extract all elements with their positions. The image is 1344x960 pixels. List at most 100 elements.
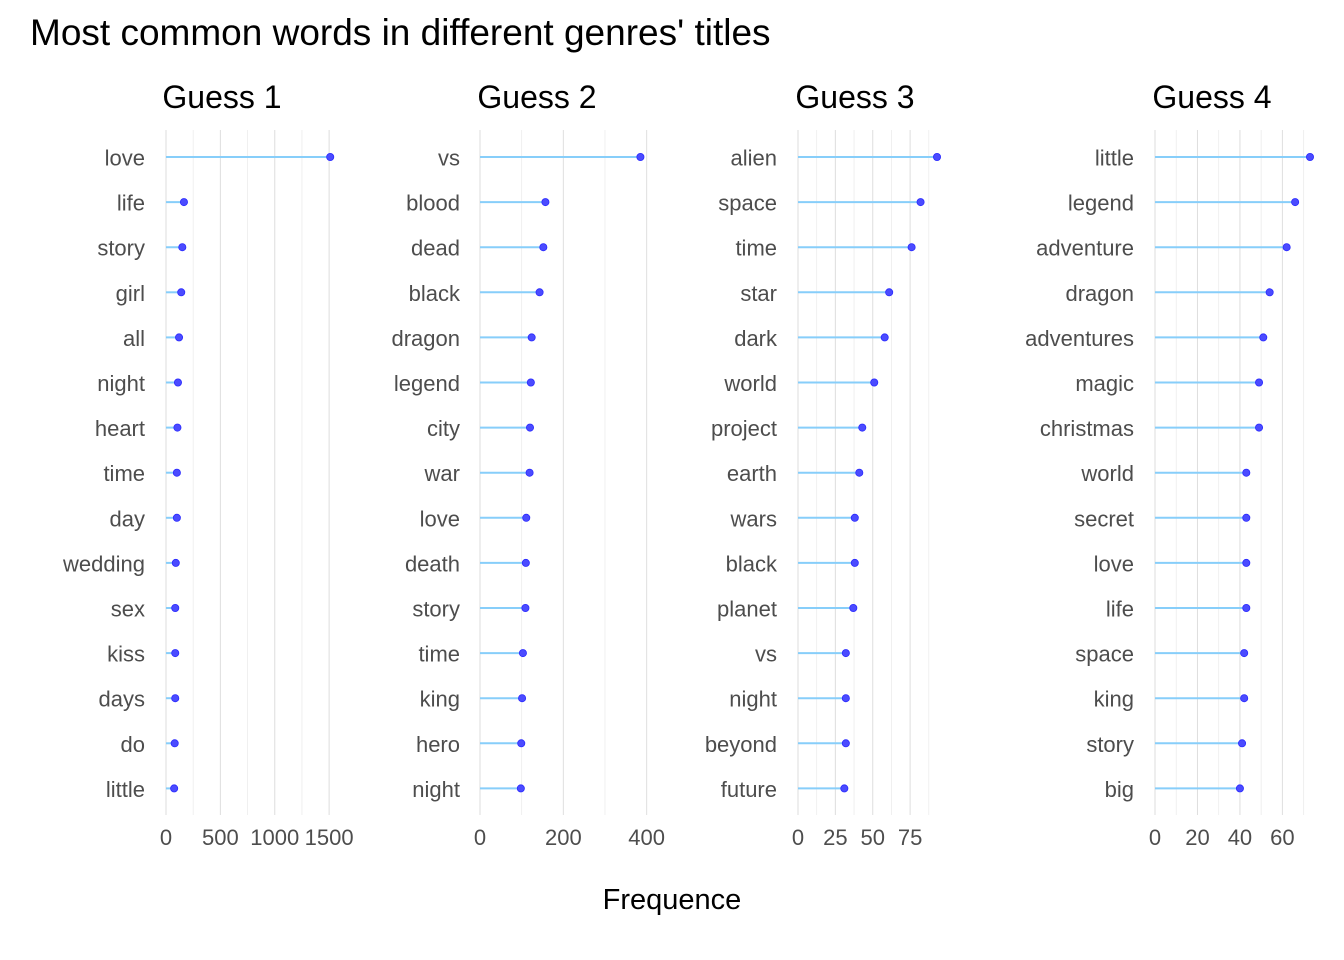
- lollipop-point: [841, 649, 850, 658]
- lollipop-point: [907, 243, 916, 252]
- x-tick-label: 75: [898, 825, 922, 850]
- word-label: adventure: [1036, 236, 1134, 261]
- lollipop-point: [880, 333, 889, 342]
- word-label: christmas: [1040, 416, 1134, 441]
- word-label: vs: [438, 146, 460, 171]
- word-label: vs: [755, 642, 777, 667]
- x-tick-label: 0: [1149, 825, 1161, 850]
- word-label: alien: [731, 146, 777, 171]
- lollipop-point: [541, 198, 550, 207]
- word-label: star: [740, 281, 777, 306]
- lollipop-point: [171, 649, 180, 658]
- x-tick-label: 25: [823, 825, 847, 850]
- lollipop-point: [173, 378, 182, 387]
- word-label: world: [1080, 461, 1134, 486]
- facet-panel: Guess 3 0 25 50 75 alien space time star dark worl…: [705, 79, 942, 850]
- word-label: big: [1105, 777, 1134, 802]
- word-label: time: [103, 461, 145, 486]
- lollipop-point: [1282, 243, 1291, 252]
- lollipop-point: [636, 152, 645, 161]
- x-axis-label: Frequence: [603, 884, 742, 916]
- facet-panel: Guess 1 0 500 1000 1500 love life story girl all n…: [62, 79, 354, 850]
- lollipop-point: [521, 604, 530, 613]
- lollipop-point: [171, 558, 180, 567]
- lollipop-point: [849, 604, 858, 613]
- word-label: king: [420, 687, 460, 712]
- x-tick-label: 50: [860, 825, 884, 850]
- lollipop-point: [526, 423, 535, 432]
- x-tick-label: 500: [202, 825, 239, 850]
- word-label: black: [726, 551, 778, 576]
- word-label: story: [412, 597, 460, 622]
- lollipop-point: [172, 468, 181, 477]
- word-label: space: [718, 191, 777, 216]
- lollipop-point: [870, 378, 879, 387]
- lollipop-point: [1240, 649, 1249, 658]
- word-label: love: [1094, 551, 1134, 576]
- lollipop-point: [855, 468, 864, 477]
- lollipop-point: [1238, 739, 1247, 748]
- lollipop-point: [172, 513, 181, 522]
- lollipop-point: [1255, 423, 1264, 432]
- word-label: hero: [416, 732, 460, 757]
- lollipop-point: [1242, 513, 1251, 522]
- word-label: sex: [111, 597, 145, 622]
- facet-title: Guess 2: [477, 79, 596, 115]
- word-label: legend: [394, 371, 460, 396]
- lollipop-point: [850, 513, 859, 522]
- x-tick-label: 1000: [250, 825, 299, 850]
- word-label: secret: [1074, 506, 1134, 531]
- word-label: life: [1106, 597, 1134, 622]
- lollipop-point: [1240, 694, 1249, 703]
- facet-panel: Guess 4 0 20 40 60 little legend adventure drago…: [1025, 79, 1315, 850]
- word-label: adventures: [1025, 326, 1134, 351]
- x-tick-label: 0: [792, 825, 804, 850]
- word-label: legend: [1068, 191, 1134, 216]
- lollipop-point: [535, 288, 544, 297]
- word-label: girl: [116, 281, 145, 306]
- lollipop-point: [858, 423, 867, 432]
- word-label: life: [117, 191, 145, 216]
- lollipop-point: [527, 333, 536, 342]
- lollipop-point: [518, 694, 527, 703]
- lollipop-point: [177, 288, 186, 297]
- word-label: project: [711, 416, 777, 441]
- lollipop-point: [521, 558, 530, 567]
- word-label: death: [405, 551, 460, 576]
- facet-panels: Guess 10 500 1000 1500lovelifestorygirlalln…: [62, 79, 1315, 850]
- facet-panel: Guess 2 0 200 400 vs blood dead black dragon lege…: [391, 79, 665, 850]
- word-label: blood: [406, 191, 460, 216]
- word-label: magic: [1075, 371, 1134, 396]
- lollipop-point: [850, 558, 859, 567]
- word-label: days: [99, 687, 145, 712]
- word-label: love: [105, 146, 145, 171]
- lollipop-point: [841, 739, 850, 748]
- lollipop-point: [170, 784, 179, 793]
- lollipop-point: [518, 649, 527, 658]
- lollipop-point: [841, 694, 850, 703]
- word-label: city: [427, 416, 460, 441]
- word-label: wars: [730, 506, 777, 531]
- lollipop-point: [1242, 558, 1251, 567]
- word-label: time: [418, 642, 460, 667]
- word-label: night: [412, 777, 460, 802]
- lollipop-point: [171, 604, 180, 613]
- word-label: dragon: [391, 326, 460, 351]
- lollipop-point: [179, 198, 188, 207]
- x-tick-label: 400: [628, 825, 665, 850]
- lollipop-point: [916, 198, 925, 207]
- x-tick-label: 20: [1185, 825, 1209, 850]
- x-tick-label: 0: [474, 825, 486, 850]
- word-label: story: [1086, 732, 1134, 757]
- word-label: planet: [717, 597, 777, 622]
- word-label: day: [110, 506, 145, 531]
- lollipop-point: [1242, 604, 1251, 613]
- word-label: story: [97, 236, 145, 261]
- word-label: future: [721, 777, 777, 802]
- word-label: little: [1095, 146, 1134, 171]
- lollipop-point: [1235, 784, 1244, 793]
- word-label: night: [729, 687, 777, 712]
- facet-title: Guess 3: [795, 79, 914, 115]
- lollipop-point: [175, 333, 184, 342]
